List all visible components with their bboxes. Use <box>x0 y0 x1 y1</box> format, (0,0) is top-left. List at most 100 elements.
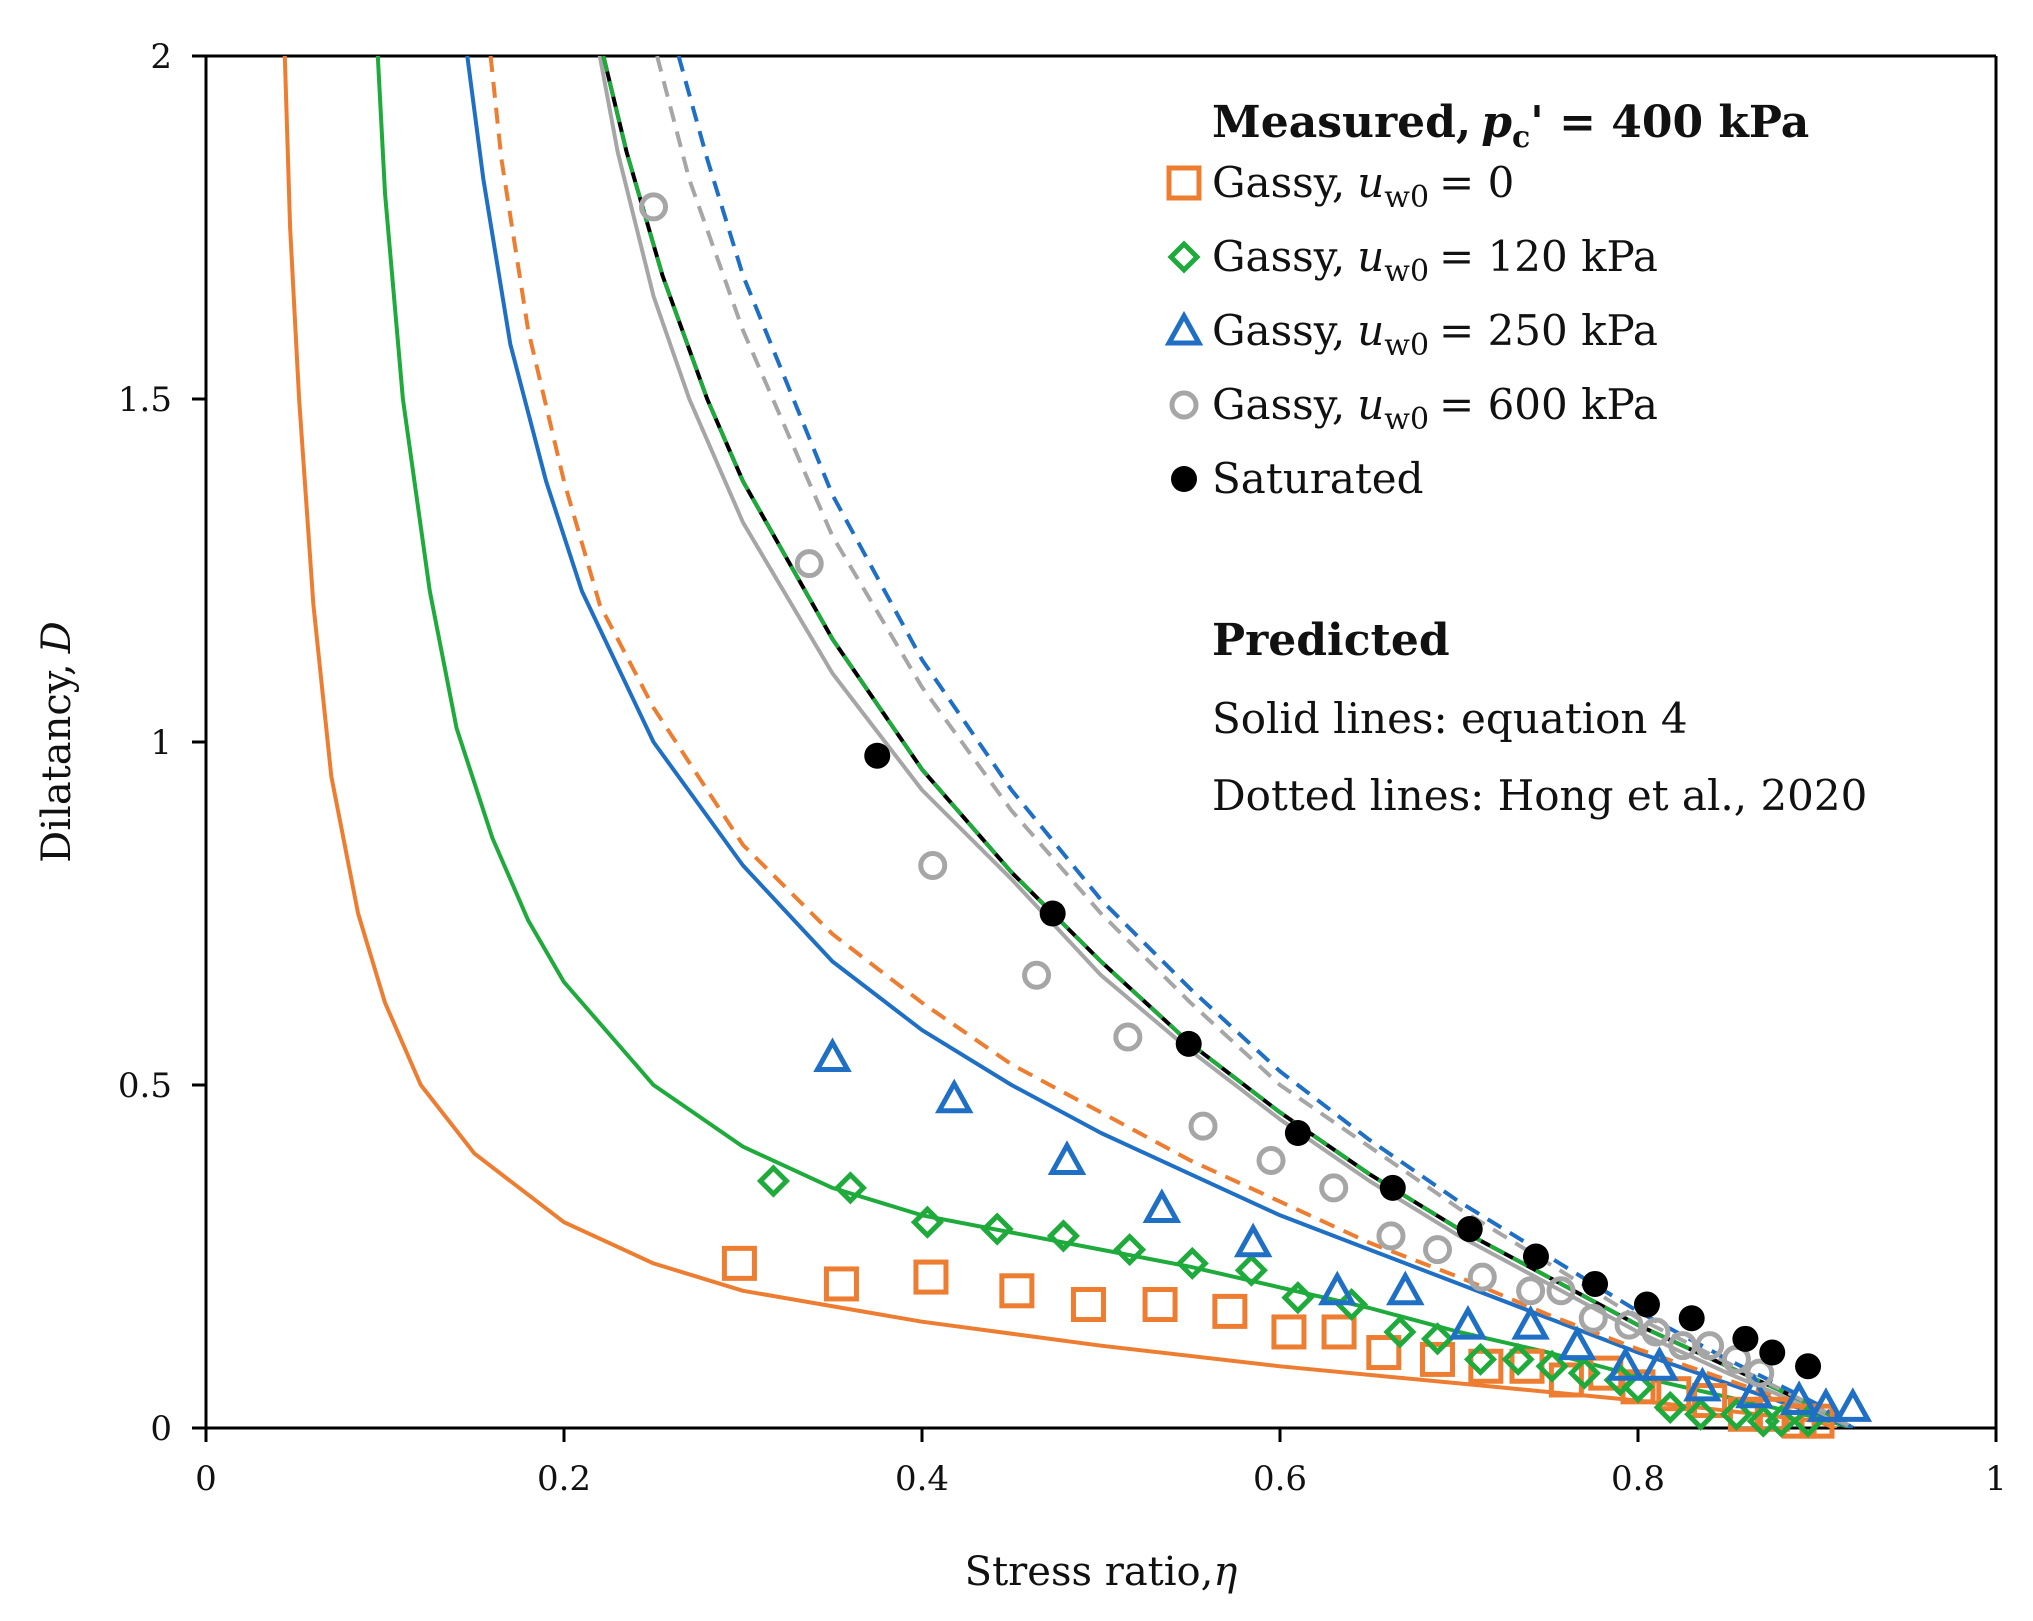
series-circle-open <box>639 192 1775 1388</box>
data-point <box>1379 1174 1406 1201</box>
curve-dashed <box>601 56 1854 1428</box>
data-point <box>1420 1322 1455 1356</box>
x-tick-label: 0.8 <box>1611 1459 1665 1499</box>
data-point <box>823 1266 859 1302</box>
data-point <box>1142 1188 1182 1223</box>
legend-label-symbol: u <box>1357 306 1384 355</box>
data-point <box>1175 1030 1202 1057</box>
series-triangle <box>813 1037 1873 1422</box>
data-point <box>1046 1219 1080 1253</box>
data-point <box>1511 1304 1550 1340</box>
data-point <box>1684 1397 1718 1431</box>
data-point <box>639 192 668 222</box>
legend-measured-title: Measured, <box>1212 97 1471 148</box>
x-axis-title-symbol: η <box>1213 1549 1237 1595</box>
legend-entry: Gassy, uw0 = 0 <box>1166 158 1514 215</box>
data-point <box>1640 1346 1679 1381</box>
data-point <box>1578 1303 1608 1333</box>
legend-label-symbol: u <box>1357 380 1384 429</box>
plot-frame <box>204 54 1998 1430</box>
data-point <box>1366 1335 1402 1371</box>
data-point <box>1582 1270 1609 1297</box>
legend-label-symbol: u <box>1357 158 1384 207</box>
data-point <box>1641 1317 1671 1347</box>
data-point <box>1732 1325 1759 1352</box>
data-point <box>1047 1140 1087 1175</box>
legend-label-suffix: = 120 kPa <box>1439 232 1658 281</box>
data-point <box>1142 1287 1178 1323</box>
legend-label: Saturated <box>1212 454 1423 503</box>
curve-solid <box>597 56 1855 1428</box>
y-tick-label: 2 <box>150 37 172 77</box>
legend-measured-heading: Measured, pc' = 400 kPa <box>1212 97 1809 155</box>
legend-measured-suffix: ' = 400 kPa <box>1530 97 1809 148</box>
data-point <box>1456 1216 1483 1243</box>
data-point <box>721 1245 757 1281</box>
data-point <box>1448 1304 1488 1340</box>
data-point <box>1759 1339 1786 1366</box>
data-point <box>1764 1404 1798 1438</box>
y-axis-title: Dilatancy, D <box>34 621 80 863</box>
data-point <box>1535 1349 1569 1383</box>
x-tick-label: 0.4 <box>895 1459 949 1499</box>
x-tick-label: 0.6 <box>1253 1459 1307 1499</box>
data-point <box>1233 1222 1273 1258</box>
y-tick-label: 0.5 <box>118 1066 172 1106</box>
legend-label-subscript: w0 <box>1384 402 1429 437</box>
data-point <box>1791 1404 1825 1438</box>
data-point <box>1321 1314 1357 1350</box>
data-point <box>1745 1358 1775 1388</box>
legend-marker <box>1167 240 1201 274</box>
x-ticks: 0 0.2 0.4 0.6 0.8 1 <box>195 1428 2007 1499</box>
data-point <box>1386 1270 1425 1306</box>
data-point <box>1234 1253 1268 1287</box>
data-point <box>1557 1325 1597 1361</box>
legend-measured-subscript: c <box>1512 120 1530 155</box>
data-point <box>794 549 824 579</box>
series-diamond <box>756 1164 1825 1438</box>
legend-label-subscript: w0 <box>1384 254 1429 289</box>
legend-label-suffix: = 600 kPa <box>1439 380 1658 429</box>
data-point <box>1423 1235 1453 1265</box>
data-point <box>1522 1243 1549 1270</box>
legend-label-prefix: Gassy, <box>1212 380 1345 429</box>
data-point <box>1022 960 1052 990</box>
data-point <box>1806 1387 1846 1422</box>
data-point <box>913 1259 949 1295</box>
data-point <box>1621 1370 1655 1404</box>
data-point <box>1833 1387 1873 1422</box>
data-point <box>934 1078 974 1114</box>
legend-entry: Saturated <box>1171 454 1423 503</box>
data-point <box>1567 1356 1601 1390</box>
data-point <box>999 1273 1035 1309</box>
data-point <box>1319 1173 1349 1203</box>
curve-dashed <box>488 56 1854 1428</box>
data-point <box>1606 1346 1645 1381</box>
data-point <box>1735 1373 1774 1409</box>
legend-label: Gassy, uw0 = 0 <box>1212 158 1514 215</box>
curve-dashed <box>676 56 1854 1428</box>
data-point <box>1719 1397 1753 1431</box>
curve-solid <box>465 56 1855 1428</box>
legend-marker <box>1171 466 1197 492</box>
legend-label: Gassy, uw0 = 120 kPa <box>1212 232 1658 289</box>
data-point <box>1284 1120 1311 1147</box>
x-tick-label: 0 <box>195 1459 217 1499</box>
data-point <box>1463 1342 1498 1376</box>
data-point <box>1683 1366 1722 1402</box>
legend-marker <box>1169 390 1199 420</box>
legend-label: Gassy, uw0 = 600 kPa <box>1212 380 1658 437</box>
data-point <box>756 1164 790 1198</box>
data-point <box>833 1171 867 1205</box>
legend-label-subscript: w0 <box>1384 180 1429 215</box>
data-point <box>1039 900 1066 927</box>
data-point <box>1516 1276 1546 1306</box>
legend: Measured, pc' = 400 kPa Gassy, uw0 = 0 Gassy… <box>1164 97 1867 820</box>
data-point <box>864 742 891 769</box>
data-point <box>1175 1246 1209 1280</box>
curve-dashed <box>655 56 1854 1428</box>
data-point <box>1695 1331 1725 1361</box>
data-point <box>1779 1380 1819 1416</box>
measured-markers <box>639 192 1873 1439</box>
y-axis-title-text: Dilatancy, <box>34 663 80 863</box>
